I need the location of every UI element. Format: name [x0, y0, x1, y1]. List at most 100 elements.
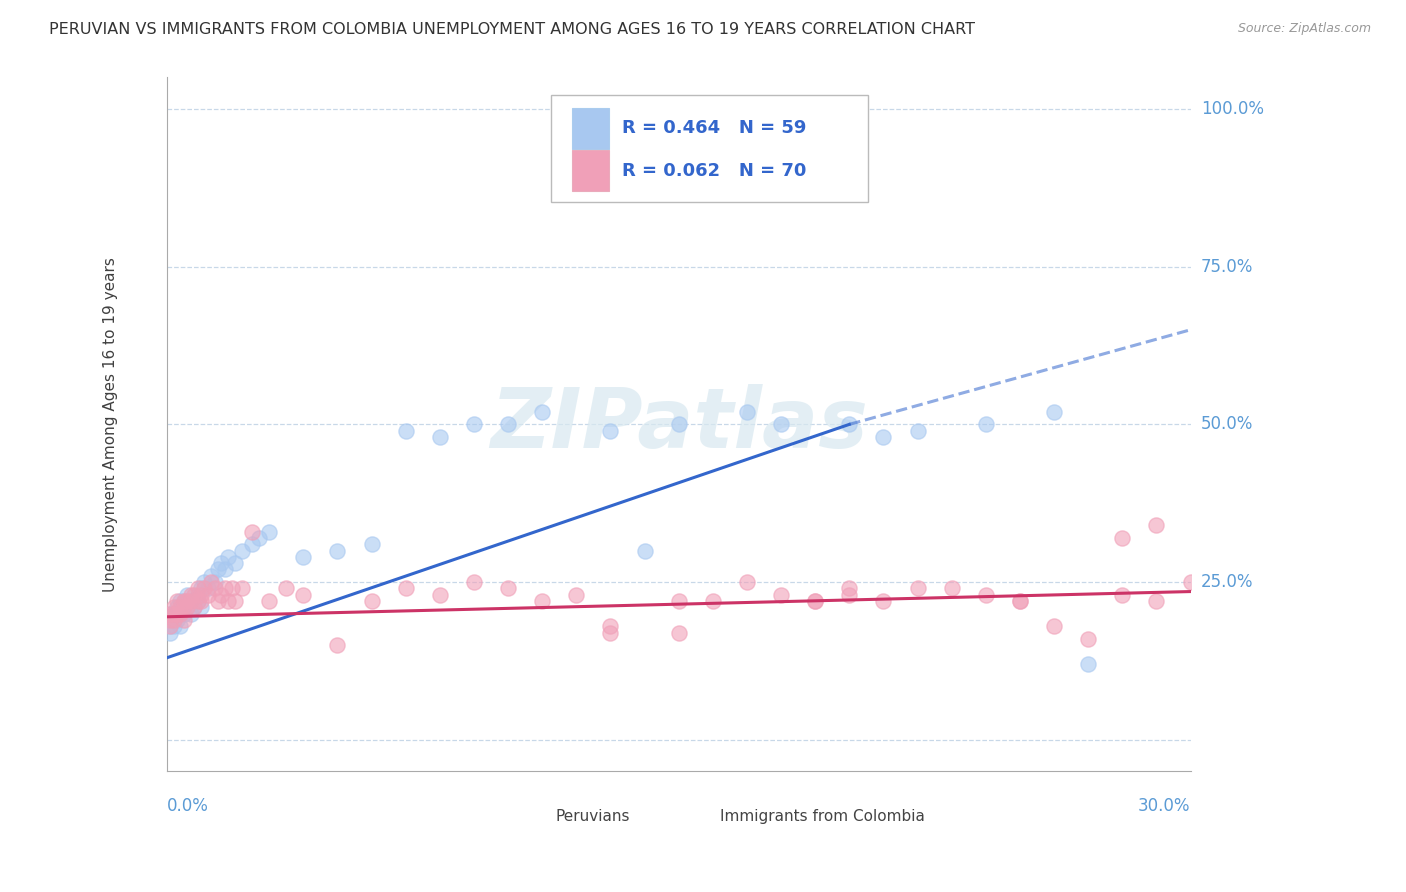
Point: [257, 594, 280, 608]
Point: [166, 600, 188, 615]
Point: [159, 607, 181, 621]
Point: [190, 600, 212, 615]
Point: [1043, 405, 1066, 419]
Point: [240, 537, 263, 551]
Point: [668, 625, 690, 640]
Point: [183, 594, 205, 608]
Point: [668, 594, 690, 608]
Point: [326, 543, 349, 558]
Text: 100.0%: 100.0%: [1201, 100, 1264, 118]
Point: [183, 600, 205, 615]
Point: [169, 600, 191, 615]
Point: [176, 588, 198, 602]
Point: [166, 594, 188, 608]
Point: [565, 588, 588, 602]
Text: PERUVIAN VS IMMIGRANTS FROM COLOMBIA UNEMPLOYMENT AMONG AGES 16 TO 19 YEARS CORR: PERUVIAN VS IMMIGRANTS FROM COLOMBIA UNE…: [49, 22, 976, 37]
Point: [735, 405, 758, 419]
Point: [162, 607, 184, 621]
Point: [247, 531, 270, 545]
FancyBboxPatch shape: [685, 802, 711, 831]
Point: [463, 575, 485, 590]
Point: [1111, 588, 1133, 602]
Point: [1077, 632, 1099, 646]
Point: [974, 588, 997, 602]
Point: [1111, 531, 1133, 545]
Point: [1043, 619, 1066, 633]
Point: [186, 588, 208, 602]
Point: [162, 600, 184, 615]
Text: Source: ZipAtlas.com: Source: ZipAtlas.com: [1237, 22, 1371, 36]
Point: [463, 417, 485, 432]
Point: [190, 594, 212, 608]
Point: [257, 524, 280, 539]
Point: [941, 582, 963, 596]
Point: [207, 562, 229, 576]
Point: [169, 594, 191, 608]
Point: [872, 594, 894, 608]
Point: [395, 582, 418, 596]
Point: [162, 619, 184, 633]
FancyBboxPatch shape: [522, 802, 547, 831]
Point: [176, 594, 198, 608]
Point: [1008, 594, 1031, 608]
Text: 0.0%: 0.0%: [167, 797, 208, 814]
Point: [240, 524, 263, 539]
Text: R = 0.464   N = 59: R = 0.464 N = 59: [623, 120, 807, 137]
Point: [221, 582, 243, 596]
Text: 50.0%: 50.0%: [1201, 416, 1253, 434]
Point: [183, 600, 205, 615]
Point: [193, 575, 215, 590]
Point: [668, 417, 690, 432]
Point: [531, 405, 554, 419]
Point: [224, 556, 246, 570]
Point: [217, 549, 239, 564]
Point: [204, 582, 226, 596]
Point: [214, 582, 236, 596]
Point: [180, 594, 202, 608]
Point: [735, 575, 758, 590]
Point: [159, 619, 181, 633]
Point: [292, 588, 315, 602]
Point: [770, 417, 793, 432]
Point: [159, 607, 181, 621]
Text: R = 0.062   N = 70: R = 0.062 N = 70: [623, 161, 807, 179]
Point: [292, 549, 315, 564]
Text: 75.0%: 75.0%: [1201, 258, 1253, 276]
Point: [169, 607, 191, 621]
Point: [190, 588, 212, 602]
Point: [173, 600, 195, 615]
Text: ZIPatlas: ZIPatlas: [489, 384, 868, 465]
Point: [907, 582, 929, 596]
Point: [429, 430, 451, 444]
Point: [770, 588, 793, 602]
Point: [1146, 594, 1168, 608]
Point: [496, 417, 519, 432]
Point: [804, 594, 827, 608]
Point: [166, 607, 188, 621]
Point: [531, 594, 554, 608]
Point: [1008, 594, 1031, 608]
Point: [599, 619, 621, 633]
Point: [204, 575, 226, 590]
Point: [360, 537, 382, 551]
Point: [193, 582, 215, 596]
Point: [599, 625, 621, 640]
Point: [183, 588, 205, 602]
Point: [224, 594, 246, 608]
Point: [838, 582, 860, 596]
Point: [159, 625, 181, 640]
Point: [804, 178, 827, 192]
Point: [1180, 575, 1202, 590]
Point: [838, 588, 860, 602]
Point: [173, 594, 195, 608]
Point: [907, 424, 929, 438]
Point: [633, 543, 655, 558]
Point: [162, 607, 184, 621]
Point: [176, 600, 198, 615]
FancyBboxPatch shape: [551, 95, 868, 202]
Point: [190, 582, 212, 596]
Point: [166, 613, 188, 627]
Point: [173, 607, 195, 621]
Point: [496, 582, 519, 596]
Point: [180, 588, 202, 602]
